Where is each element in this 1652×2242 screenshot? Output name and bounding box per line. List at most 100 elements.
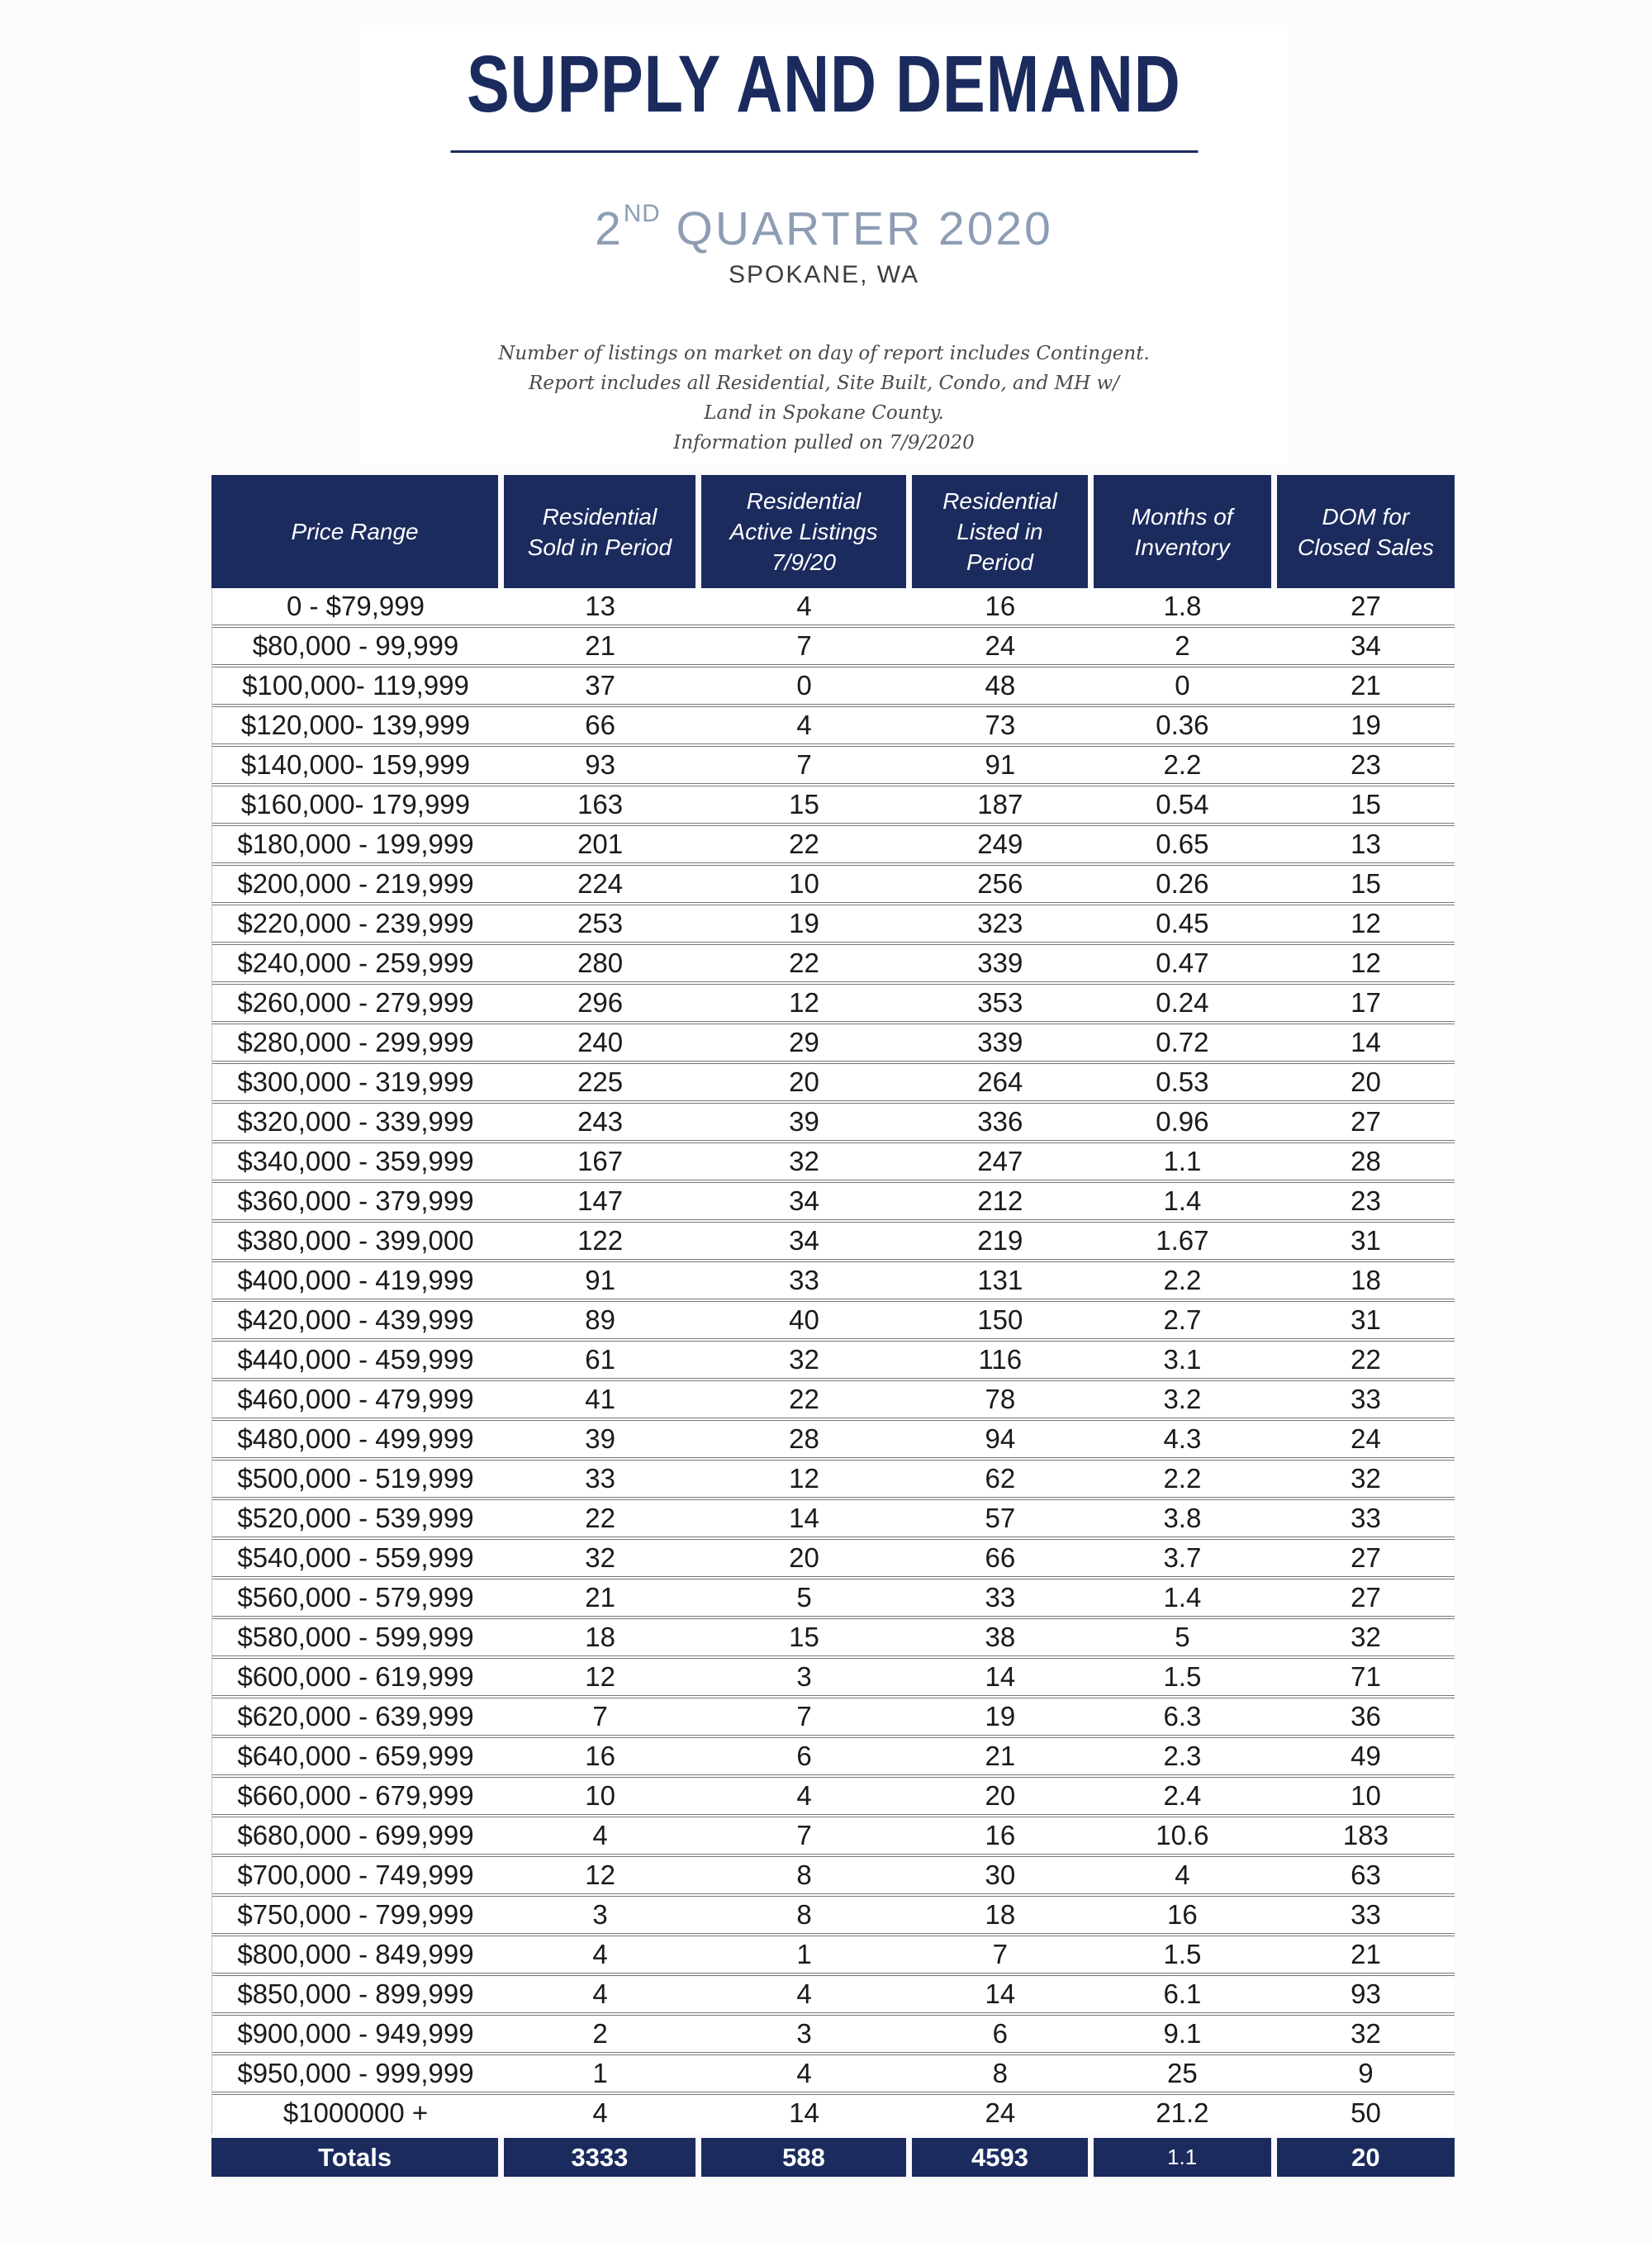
active-listings-cell: 6 xyxy=(796,1741,812,1771)
dom-closed-sales-cell: 33 xyxy=(1351,1503,1381,1533)
sold-in-period-cell: 89 xyxy=(585,1304,615,1335)
listed-in-period-cell: 57 xyxy=(985,1503,1016,1533)
listed-in-period-cell: 339 xyxy=(977,948,1023,978)
listed-in-period-cell: 62 xyxy=(985,1463,1016,1494)
active-listings-cell: 22 xyxy=(789,1384,819,1414)
table-row: $160,000- 179,999 163 15 187 0.54 15 xyxy=(212,786,1455,826)
months-of-inventory-cell: 6.3 xyxy=(1163,1701,1202,1731)
table-row: $480,000 - 499,999 39 28 94 4.3 24 xyxy=(212,1421,1455,1461)
price-range-cell: $600,000 - 619,999 xyxy=(237,1661,474,1692)
sold-in-period-cell: 32 xyxy=(585,1542,615,1573)
listed-in-period-cell: 249 xyxy=(977,829,1023,859)
table-row: $540,000 - 559,999 32 20 66 3.7 27 xyxy=(212,1540,1455,1579)
price-range-cell: $540,000 - 559,999 xyxy=(237,1542,474,1573)
active-listings-cell: 39 xyxy=(789,1106,819,1137)
dom-closed-sales-cell: 21 xyxy=(1351,1939,1381,1969)
table-row: $640,000 - 659,999 16 6 21 2.3 49 xyxy=(212,1738,1455,1778)
price-range-cell: $640,000 - 659,999 xyxy=(237,1741,474,1771)
table-row: $680,000 - 699,999 4 7 16 10.6 183 xyxy=(212,1817,1455,1857)
listed-in-period-cell: 339 xyxy=(977,1027,1023,1057)
table-row: $220,000 - 239,999 253 19 323 0.45 12 xyxy=(212,905,1455,945)
listed-in-period-cell: 219 xyxy=(977,1225,1023,1256)
price-range-cell: $360,000 - 379,999 xyxy=(237,1185,474,1216)
table-row: $560,000 - 579,999 21 5 33 1.4 27 xyxy=(212,1579,1455,1619)
sold-in-period-cell: 21 xyxy=(585,630,615,661)
dom-closed-sales-cell: 34 xyxy=(1351,630,1381,661)
dom-closed-sales-cell: 15 xyxy=(1351,868,1381,899)
sold-in-period-cell: 1 xyxy=(592,2058,608,2088)
dom-closed-sales-cell: 20 xyxy=(1351,1066,1381,1097)
sold-in-period-cell: 4 xyxy=(592,1939,608,1969)
listed-in-period-cell: 38 xyxy=(985,1622,1016,1652)
months-of-inventory-cell: 0.24 xyxy=(1156,987,1209,1018)
sold-in-period-cell: 12 xyxy=(585,1860,615,1890)
table-row: $440,000 - 459,999 61 32 116 3.1 22 xyxy=(212,1342,1455,1381)
price-range-cell: $280,000 - 299,999 xyxy=(237,1027,474,1057)
table-row: $900,000 - 949,999 2 3 6 9.1 32 xyxy=(212,2016,1455,2055)
sold-in-period-cell: 225 xyxy=(577,1066,624,1097)
months-of-inventory-cell: 16 xyxy=(1167,1899,1198,1930)
price-range-cell: $320,000 - 339,999 xyxy=(237,1106,474,1137)
column-header-listed-in-period: Residential Listed in Period xyxy=(912,475,1088,588)
dom-closed-sales-cell: 28 xyxy=(1351,1146,1381,1176)
listed-in-period-cell: 336 xyxy=(977,1106,1023,1137)
table-row: $950,000 - 999,999 1 4 8 25 9 xyxy=(212,2055,1455,2095)
months-of-inventory-cell: 0.36 xyxy=(1156,710,1209,740)
table-row: $300,000 - 319,999 225 20 264 0.53 20 xyxy=(212,1064,1455,1104)
page-title: SUPPLY AND DEMAND xyxy=(359,43,1289,126)
active-listings-cell: 7 xyxy=(796,630,812,661)
months-of-inventory-cell: 6.1 xyxy=(1163,1978,1202,2009)
subtitle-ordinal: ND xyxy=(623,200,661,227)
listed-in-period-cell: 66 xyxy=(985,1542,1016,1573)
price-range-cell: $500,000 - 519,999 xyxy=(237,1463,474,1494)
totals-months-inventory: 1.1 xyxy=(1093,2138,1271,2177)
active-listings-cell: 1 xyxy=(796,1939,812,1969)
price-range-cell: $680,000 - 699,999 xyxy=(237,1820,474,1850)
months-of-inventory-cell: 5 xyxy=(1175,1622,1190,1652)
months-of-inventory-cell: 4 xyxy=(1175,1860,1190,1890)
price-range-cell: $420,000 - 439,999 xyxy=(237,1304,474,1335)
note-line-3: Land in Spokane County. xyxy=(704,402,944,424)
dom-closed-sales-cell: 36 xyxy=(1351,1701,1381,1731)
listed-in-period-cell: 24 xyxy=(985,630,1016,661)
listed-in-period-cell: 24 xyxy=(985,2097,1016,2128)
price-range-cell: $660,000 - 679,999 xyxy=(237,1780,474,1811)
sold-in-period-cell: 93 xyxy=(585,749,615,780)
active-listings-cell: 4 xyxy=(796,1780,812,1811)
sold-in-period-cell: 240 xyxy=(577,1027,624,1057)
column-header-active-listings: Residential Active Listings 7/9/20 xyxy=(700,475,907,588)
listed-in-period-cell: 353 xyxy=(977,987,1023,1018)
sold-in-period-cell: 122 xyxy=(577,1225,624,1256)
dom-closed-sales-cell: 15 xyxy=(1351,789,1381,819)
price-range-cell: $300,000 - 319,999 xyxy=(237,1066,474,1097)
column-header-sold-in-period: Residential Sold in Period xyxy=(504,475,695,588)
table-row: $580,000 - 599,999 18 15 38 5 32 xyxy=(212,1619,1455,1659)
listed-in-period-cell: 131 xyxy=(977,1265,1023,1295)
totals-active-listings: 588 xyxy=(700,2138,907,2177)
listed-in-period-cell: 19 xyxy=(985,1701,1016,1731)
table-row: $360,000 - 379,999 147 34 212 1.4 23 xyxy=(212,1183,1455,1223)
table-row: $200,000 - 219,999 224 10 256 0.26 15 xyxy=(212,866,1455,905)
price-range-cell: $620,000 - 639,999 xyxy=(237,1701,474,1731)
months-of-inventory-cell: 2.3 xyxy=(1163,1741,1202,1771)
months-of-inventory-cell: 1.4 xyxy=(1163,1185,1202,1216)
sold-in-period-cell: 22 xyxy=(585,1503,615,1533)
dom-closed-sales-cell: 49 xyxy=(1351,1741,1381,1771)
dom-closed-sales-cell: 32 xyxy=(1351,1622,1381,1652)
months-of-inventory-cell: 3.8 xyxy=(1163,1503,1202,1533)
months-of-inventory-cell: 9.1 xyxy=(1163,2018,1202,2049)
sold-in-period-cell: 61 xyxy=(585,1344,615,1375)
table-row: $460,000 - 479,999 41 22 78 3.2 33 xyxy=(212,1381,1455,1421)
dom-closed-sales-cell: 33 xyxy=(1351,1899,1381,1930)
sold-in-period-cell: 13 xyxy=(585,591,615,621)
months-of-inventory-cell: 0.45 xyxy=(1156,908,1209,938)
note-line-2: Report includes all Residential, Site Bu… xyxy=(529,373,1119,394)
dom-closed-sales-cell: 31 xyxy=(1351,1304,1381,1335)
listed-in-period-cell: 14 xyxy=(985,1661,1016,1692)
dom-closed-sales-cell: 27 xyxy=(1351,1582,1381,1613)
sold-in-period-cell: 7 xyxy=(592,1701,608,1731)
listed-in-period-cell: 20 xyxy=(985,1780,1016,1811)
column-header-price-range: Price Range xyxy=(211,475,499,588)
sold-in-period-cell: 163 xyxy=(577,789,624,819)
